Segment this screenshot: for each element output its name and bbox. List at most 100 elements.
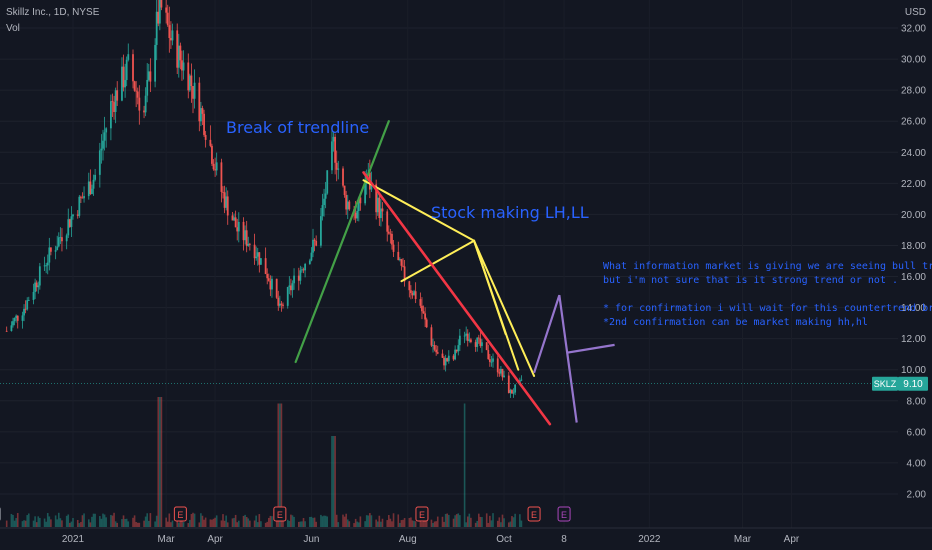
candle-body [48, 247, 51, 263]
volume-bar [271, 516, 273, 527]
volume-bar [258, 514, 261, 527]
candle-body [37, 285, 40, 288]
yellow-swing-line [473, 239, 507, 336]
price-axis[interactable]: 32.00 30.00 28.00 26.00 24.00 22.00 20.00 18.00… [872, 7, 928, 501]
candle-body [397, 251, 400, 261]
candle-body [198, 82, 201, 122]
candle-body [179, 45, 182, 61]
candle-body [324, 193, 327, 199]
volume-bar [225, 515, 227, 527]
volume-bar [114, 521, 117, 527]
last-price-badge [898, 376, 928, 391]
chart-drawings [0, 120, 898, 426]
candle-body [337, 168, 340, 170]
volume-bar [138, 522, 141, 527]
candle-body [16, 315, 19, 321]
candle-body [201, 108, 204, 114]
volume-bar [247, 518, 250, 527]
candle-body [288, 285, 291, 287]
candle-body [509, 390, 512, 393]
candle-body [492, 358, 494, 362]
volume-bar [45, 521, 47, 527]
candle-body [357, 197, 360, 211]
volume-bar [470, 517, 472, 527]
volume-bar [256, 522, 259, 527]
price-tick-label: 14.00 [901, 303, 926, 314]
volume-bar [233, 517, 235, 527]
volume-bar [249, 520, 251, 527]
time-axis[interactable]: 2021 Mar Apr Jun Aug Oct 8 2022 Mar Apr [0, 527, 932, 545]
volume-bar [441, 516, 444, 527]
candle-body [441, 353, 444, 358]
volume-bar [286, 519, 289, 527]
volume-bar [135, 522, 137, 527]
candle-body [310, 252, 313, 261]
candle-body [488, 359, 491, 362]
candle-body [220, 162, 223, 192]
candle-body [293, 275, 295, 284]
volume-bars [5, 397, 523, 527]
candle-body [124, 80, 127, 88]
candle-body [72, 214, 74, 217]
time-tick-label: Jun [303, 534, 319, 545]
volume-bar [87, 519, 90, 527]
volume-bar [444, 513, 447, 527]
volume-bar [189, 519, 191, 527]
time-tick-label: 8 [561, 534, 567, 545]
candle-body [56, 246, 59, 251]
candle-body [345, 195, 348, 210]
candle-body [192, 86, 194, 99]
candle-body [400, 259, 403, 266]
candle-body [168, 25, 171, 39]
volume-bar [275, 519, 278, 527]
candle-body [332, 136, 335, 142]
candle-body [503, 375, 505, 378]
volume-bar [48, 516, 51, 527]
time-tick-label: 2022 [638, 534, 661, 545]
analysis-note-line: *2nd confirmation can be market making h… [603, 317, 868, 328]
volume-bar [446, 513, 449, 527]
candle-body [67, 219, 70, 236]
price-tick-label: 28.00 [901, 86, 926, 97]
volume-bar [514, 513, 516, 527]
volume-bar [432, 523, 434, 527]
volume-bar [459, 515, 461, 527]
volume-bar [489, 515, 491, 527]
candle-body [411, 293, 414, 296]
volume-bar [501, 514, 504, 527]
candle-body [87, 181, 90, 197]
candle-body [359, 197, 362, 204]
volume-bar [297, 521, 300, 527]
candle-body [222, 191, 224, 193]
candle-body [166, 12, 169, 26]
volume-bar [381, 518, 384, 527]
last-price-value: 9.10 [903, 379, 923, 390]
candle-body [308, 260, 311, 264]
candle-body [312, 239, 314, 253]
candle-body [242, 221, 245, 241]
volume-bar [465, 522, 467, 527]
volume-bar [209, 519, 212, 527]
volume-bar [309, 516, 311, 527]
volume-bar [512, 517, 515, 527]
candle-body [157, 11, 160, 24]
volume-bar [365, 515, 368, 527]
candle-body [103, 132, 106, 141]
volume-bar [367, 515, 370, 527]
volume-bar [277, 403, 280, 527]
volume-bar [166, 521, 169, 527]
candle-body [490, 361, 493, 363]
candle-body [143, 110, 145, 113]
candle-body [422, 311, 425, 314]
volume-bar [359, 516, 362, 527]
candle-body [54, 250, 57, 252]
candle-body [113, 102, 115, 112]
candle-body [225, 196, 228, 208]
volume-bar [237, 520, 240, 527]
volume-bar [215, 515, 218, 527]
yellow-swing-line [473, 239, 536, 377]
volume-bar [170, 522, 172, 527]
analysis-note-line: * for confirmation i will wait for this … [603, 303, 932, 314]
candle-body [256, 252, 259, 257]
